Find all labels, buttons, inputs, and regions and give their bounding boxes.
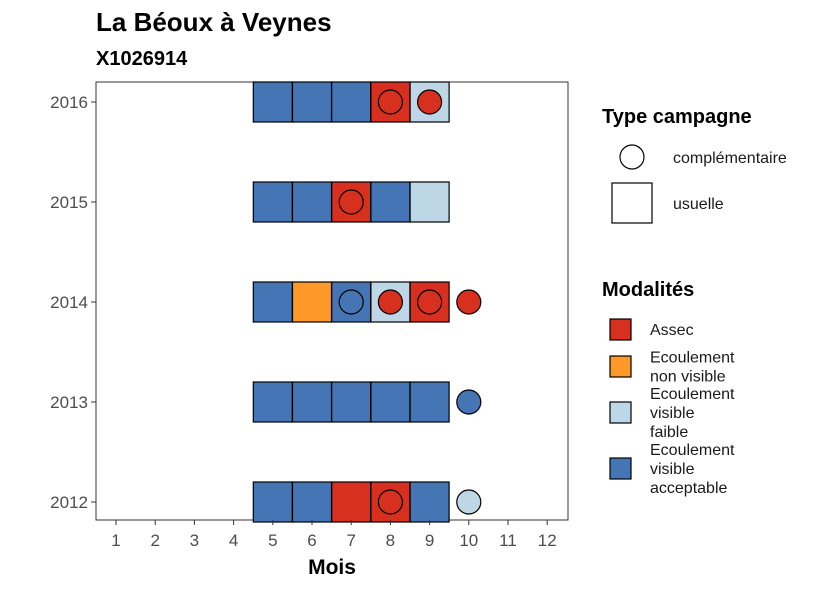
y-tick-label-2013: 2013 [50, 393, 88, 412]
tile-2014-6 [291, 281, 333, 323]
tile-2015-6 [291, 181, 333, 223]
tile-2013-6 [291, 381, 333, 423]
point-2016-8 [377, 89, 403, 115]
x-tick-label-7: 7 [346, 531, 355, 550]
x-tick-label-3: 3 [190, 531, 199, 550]
y-axis: 2012 2013 2014 2015 2016 [50, 93, 96, 512]
tile-2015-9 [409, 181, 450, 223]
y-tick-label-2012: 2012 [50, 493, 88, 512]
tile-2014-5 [252, 281, 293, 323]
chart-subtitle: X1026914 [96, 48, 188, 70]
legend-label-ecoulement_non_visible: Ecoulement non visible [650, 350, 735, 386]
tile-2014-7 [331, 281, 372, 323]
point-2014-9 [417, 289, 443, 315]
tile-2013-5 [252, 381, 293, 423]
point-2014-8 [377, 289, 403, 315]
tile-2012-7 [331, 481, 372, 523]
y-tick-label-2015: 2015 [50, 193, 88, 212]
x-tick-label-5: 5 [268, 531, 277, 550]
tile-2016-5 [252, 81, 293, 123]
x-tick-label-12: 12 [538, 531, 557, 550]
legend-key-ecoulement_non_visible [609, 355, 632, 378]
x-axis: 1 2 3 4 5 6 7 8 9 10 11 12 [111, 520, 557, 550]
point-2012-8 [377, 489, 403, 515]
legend-key-ecoulement_visible_faible [609, 401, 632, 424]
point-2012-10 [456, 489, 482, 515]
legend-label-assec: Assec [650, 322, 694, 339]
x-tick-label-2: 2 [150, 531, 159, 550]
y-tick-label-2016: 2016 [50, 93, 88, 112]
legend-label-ecoulement_visible_acceptable: Ecoulement visible acceptable [650, 442, 735, 497]
legend-key-assec [609, 318, 632, 341]
tile-2013-8 [370, 381, 411, 423]
x-axis-title: Mois [308, 556, 356, 579]
x-tick-label-11: 11 [499, 531, 517, 550]
tile-2016-7 [331, 81, 372, 123]
legend-square-key [611, 182, 653, 224]
x-tick-label-10: 10 [459, 531, 478, 550]
tile-2013-7 [331, 381, 372, 423]
legend-modalite-title: Modalités [602, 279, 694, 301]
tile-2013-9 [409, 381, 450, 423]
tile-2012-5 [252, 481, 293, 523]
x-tick-label-4: 4 [229, 531, 238, 550]
tile-2012-6 [291, 481, 333, 523]
usuelle-tiles [252, 81, 450, 523]
tile-2012-9 [409, 481, 450, 523]
point-2015-7 [338, 189, 364, 215]
x-tick-label-6: 6 [307, 531, 316, 550]
tile-2015-8 [370, 181, 411, 223]
y-tick-label-2014: 2014 [50, 293, 88, 312]
tile-2015-5 [252, 181, 293, 223]
legend-complementaire-label: complémentaire [673, 150, 787, 167]
legend-label-ecoulement_visible_faible: Ecoulement visible faible [650, 386, 735, 441]
legend-usuelle-label: usuelle [673, 196, 724, 213]
point-2016-9 [417, 89, 443, 115]
x-tick-label-8: 8 [386, 531, 395, 550]
point-2013-10 [456, 389, 482, 415]
point-2014-10 [456, 289, 482, 315]
x-tick-label-9: 9 [425, 531, 434, 550]
complementaire-points [338, 89, 482, 515]
legend-type-title: Type campagne [602, 106, 752, 128]
legend-key-ecoulement_visible_acceptable [609, 457, 632, 480]
point-2014-7 [338, 289, 364, 315]
x-tick-label-1: 1 [111, 531, 120, 550]
chart-title: La Béoux à Veynes [96, 7, 332, 37]
legend-type-campagne: Type campagne complémentaire usuelle [602, 106, 787, 224]
tile-2016-6 [291, 81, 333, 123]
legend-circle-key [619, 144, 645, 170]
